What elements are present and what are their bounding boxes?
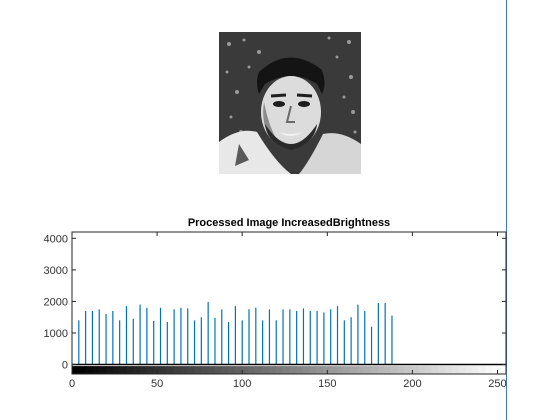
colorbar-segment — [275, 366, 283, 374]
colorbar-segment — [99, 366, 107, 374]
colorbar-segment — [261, 366, 270, 374]
colorbar-segment — [112, 366, 121, 374]
colorbar-segment — [139, 366, 148, 374]
colorbar-segment — [160, 366, 168, 374]
colorbar-segment — [221, 366, 229, 374]
colorbar-segment — [92, 366, 100, 374]
colorbar-segment — [431, 366, 439, 374]
colorbar-segment — [478, 366, 487, 374]
colorbar-segment — [126, 366, 134, 374]
colorbar-segment — [438, 366, 446, 374]
x-tick-label: 150 — [318, 378, 336, 390]
colorbar-segment — [146, 366, 154, 374]
colorbar-segment — [282, 366, 290, 374]
colorbar-segment — [295, 366, 304, 374]
colorbar-segment — [390, 366, 399, 374]
chart-axes — [71, 231, 507, 375]
colorbar-segment — [207, 366, 216, 374]
y-tick-label: 3000 — [44, 265, 68, 277]
colorbar-segment — [227, 366, 236, 374]
tick-marks: 0 50 100 150 200 250 0 1000 2000 3000 4000 — [44, 232, 507, 390]
colorbar-segment — [383, 366, 392, 374]
colorbar-segment — [234, 366, 243, 374]
x-tick-label: 200 — [403, 378, 421, 390]
colorbar-segment — [309, 366, 317, 374]
colorbar-segment — [499, 366, 507, 374]
colorbar-segment — [411, 366, 419, 374]
chart-title: Processed Image IncreasedBrightness — [188, 217, 390, 229]
colorbar-segment — [289, 366, 297, 374]
colorbar-segment — [329, 366, 338, 374]
colorbar-segment — [187, 366, 195, 374]
colorbar-segment — [173, 366, 182, 374]
colorbar-segment — [316, 366, 324, 374]
colorbar-segment — [200, 366, 209, 374]
colorbar-segment — [133, 366, 141, 374]
colorbar-segment — [350, 366, 358, 374]
colorbar-segment — [119, 366, 127, 374]
colorbar-segment — [417, 366, 426, 374]
colorbar-segment — [343, 366, 351, 374]
processed-face-photo — [219, 32, 361, 174]
plot-frame — [71, 231, 507, 375]
y-tick-label: 2000 — [44, 296, 68, 308]
colorbar-segment — [397, 366, 405, 374]
colorbar-segment — [465, 366, 473, 374]
colorbar-segment — [241, 366, 249, 374]
colorbar-segment — [85, 366, 93, 374]
colorbar-segment — [336, 366, 344, 374]
x-tick-label: 50 — [151, 378, 163, 390]
colorbar-segment — [451, 366, 460, 374]
colorbar-segment — [377, 366, 385, 374]
colorbar-segment — [248, 366, 256, 374]
colorbar-segment — [268, 366, 277, 374]
colorbar-segment — [370, 366, 378, 374]
colorbar-segment — [444, 366, 453, 374]
grayscale-colorbar — [72, 363, 507, 374]
colorbar-segment — [214, 366, 222, 374]
colorbar-segment — [180, 366, 188, 374]
colorbar-segment — [472, 366, 480, 374]
colorbar-segment — [105, 366, 114, 374]
colorbar-segment — [492, 366, 500, 374]
colorbar-segment — [166, 366, 175, 374]
histogram-bars — [78, 302, 393, 365]
y-tick-label: 4000 — [44, 233, 68, 245]
x-tick-label: 250 — [488, 378, 506, 390]
colorbar-segment — [72, 366, 80, 374]
colorbar-segment — [485, 366, 494, 374]
colorbar-segment — [194, 366, 202, 374]
colorbar-segment — [458, 366, 466, 374]
colorbar-segment — [255, 366, 263, 374]
colorbar-segment — [356, 366, 365, 374]
x-tick-label: 100 — [233, 378, 251, 390]
colorbar-segment — [78, 366, 87, 374]
right-edge-line — [506, 0, 507, 420]
x-tick-label: 0 — [69, 378, 75, 390]
y-tick-label: 0 — [62, 360, 68, 372]
colorbar-segment — [322, 366, 331, 374]
colorbar-segment — [302, 366, 310, 374]
colorbar-segment — [424, 366, 433, 374]
colorbar-segment — [363, 366, 371, 374]
y-tick-label: 1000 — [44, 328, 68, 340]
colorbar-segment — [404, 366, 412, 374]
